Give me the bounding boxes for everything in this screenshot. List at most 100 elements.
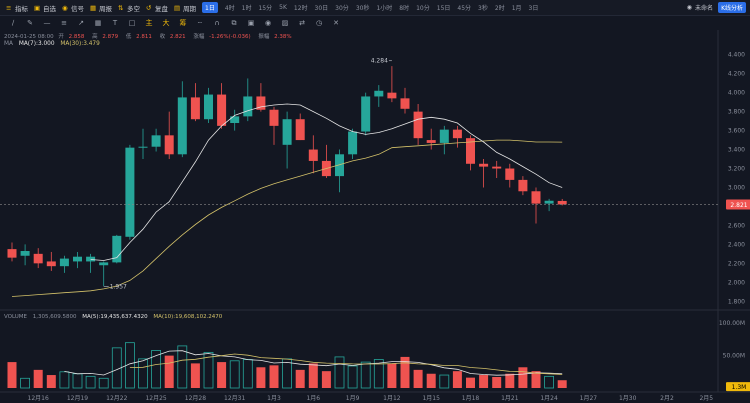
y-tick-label: 4.000 [728, 90, 745, 97]
volume-bar [282, 358, 293, 389]
copy-icon[interactable]: ⧉ [231, 19, 237, 27]
volume-title[interactable]: VOLUME [4, 314, 28, 320]
top-toolbar: ≡ 指标 ▣ 自选 ◉ 信号 ▦ 周报 ⇅ 多空 ↺ 复盘 ▤ 周期 1日 4时 1时 15分 5K 12时 30日 30… [0, 0, 750, 16]
ruler-icon[interactable]: ┄ [197, 19, 203, 27]
volume-bar [531, 371, 541, 388]
candle-body [295, 119, 305, 141]
candle-body [479, 163, 489, 167]
candle-body [125, 147, 135, 237]
last-volume-value: 1.3M [732, 384, 747, 391]
volume-bar [492, 376, 502, 388]
delete-icon[interactable]: ✕ [333, 19, 339, 27]
x-tick-label: 1月3 [267, 395, 281, 402]
signal-icon: ◉ [62, 4, 68, 12]
timeframe-17[interactable]: 3日 [528, 5, 539, 12]
magnet-icon[interactable]: ∩ [214, 19, 220, 27]
volume-bar [59, 371, 70, 389]
toolbar-item-5[interactable]: ↺ 复盘 [146, 3, 168, 13]
volume-bar [295, 369, 305, 388]
volume-bar [46, 375, 56, 388]
candle-body [217, 94, 227, 126]
timeframe-0[interactable]: 1日 [202, 2, 218, 13]
kline-analysis-button[interactable]: K线分析 [718, 2, 746, 13]
toolbar-item-3[interactable]: ▦ 周报 [90, 3, 112, 13]
volume-bar [7, 362, 17, 388]
label-icon-zhu[interactable]: 主 [145, 19, 153, 27]
toolbar-item-6[interactable]: ▤ 周期 [174, 3, 196, 13]
compare-icon[interactable]: ⇄ [299, 19, 305, 27]
line-tool-icon[interactable]: ∕ [11, 19, 15, 27]
timeframe-15[interactable]: 2时 [494, 5, 505, 12]
candle-body [426, 140, 436, 143]
candle-body [112, 235, 122, 263]
chart-type-icon[interactable]: ▨ [281, 19, 289, 27]
x-tick-label: 12月16 [28, 395, 49, 402]
candle-body [557, 200, 567, 205]
candle-body [544, 200, 554, 204]
candle-body [86, 256, 96, 262]
label-icon-da[interactable]: 大 [162, 19, 170, 27]
toolbar-item-2[interactable]: ◉ 信号 [62, 3, 84, 13]
eye-icon[interactable]: ◉ [264, 19, 272, 27]
pencil-icon[interactable]: ✎ [27, 19, 33, 27]
long-short-icon: ⇅ [118, 4, 124, 12]
change-value: -1.26%(-0.036) [209, 34, 251, 40]
timeframe-3[interactable]: 15分 [258, 5, 273, 12]
candle-body [46, 261, 56, 267]
table-icon[interactable]: ▦ [94, 19, 102, 27]
hline-icon[interactable]: — [43, 19, 51, 27]
timeframe-11[interactable]: 10分 [416, 5, 430, 12]
candle-body [243, 96, 253, 117]
alarm-icon[interactable]: ◷ [315, 19, 323, 27]
timeframe-2[interactable]: 1时 [241, 5, 252, 12]
timeframe-7[interactable]: 30分 [335, 5, 349, 12]
review-icon: ↺ [146, 4, 152, 12]
toolbar-item-4[interactable]: ⇅ 多空 [118, 3, 140, 13]
toolbar-item-label: 自选 [43, 4, 56, 13]
vol-ma5-line [64, 350, 563, 376]
timeframe-16[interactable]: 1月 [511, 5, 522, 12]
x-tick-label: 1月24 [540, 395, 558, 402]
candle-body [269, 109, 279, 126]
volume-bar [269, 365, 279, 388]
timeframe-12[interactable]: 15日 [436, 5, 451, 12]
close-label: 收 [159, 34, 166, 40]
candle-body [7, 249, 17, 258]
x-tick-label: 2月2 [660, 395, 674, 402]
volume-bar [544, 375, 554, 389]
measure-icon[interactable]: □ [128, 19, 136, 27]
candle-body [335, 154, 344, 177]
timeframe-4[interactable]: 5K [279, 4, 287, 11]
volume-bar [33, 369, 43, 388]
volume-bar [217, 362, 227, 388]
timeframe-1[interactable]: 4时 [224, 5, 235, 12]
y-tick-label: 4.200 [728, 71, 745, 78]
user-icon[interactable]: ◉ [686, 4, 693, 11]
volume-bar [321, 371, 331, 388]
timeframe-14[interactable]: 3秒 [478, 5, 488, 12]
candle-body [256, 96, 266, 110]
label-icon-chou[interactable]: 筹 [179, 19, 187, 27]
candle-body [466, 138, 475, 164]
text-icon[interactable]: T [112, 19, 118, 27]
ma-title[interactable]: MA [4, 41, 13, 47]
timeframe-13[interactable]: 45分 [457, 5, 472, 12]
layout-name[interactable]: 未命名 [695, 5, 714, 12]
ray-icon[interactable]: ↗ [78, 19, 84, 27]
timeframe-10[interactable]: 8时 [399, 5, 410, 12]
timeframe-6[interactable]: 30日 [314, 5, 329, 12]
fib-icon[interactable]: ≡ [61, 19, 67, 27]
toolbar-item-label: 多空 [127, 4, 140, 13]
timeframe-8[interactable]: 30秒 [355, 5, 370, 12]
toolbar-item-0[interactable]: ≡ 指标 [6, 3, 28, 13]
ma7-value: MA(7):3.000 [18, 41, 55, 47]
timeframe-9[interactable]: 1小时 [376, 5, 393, 12]
candle-body [361, 96, 371, 132]
timeframe-5[interactable]: 12时 [293, 5, 308, 12]
toolbar-item-1[interactable]: ▣ 自选 [34, 3, 56, 13]
lock-icon[interactable]: ▣ [247, 19, 255, 27]
volume-bar [203, 351, 214, 389]
volume-bar [518, 367, 528, 388]
volume-bar [387, 363, 397, 388]
